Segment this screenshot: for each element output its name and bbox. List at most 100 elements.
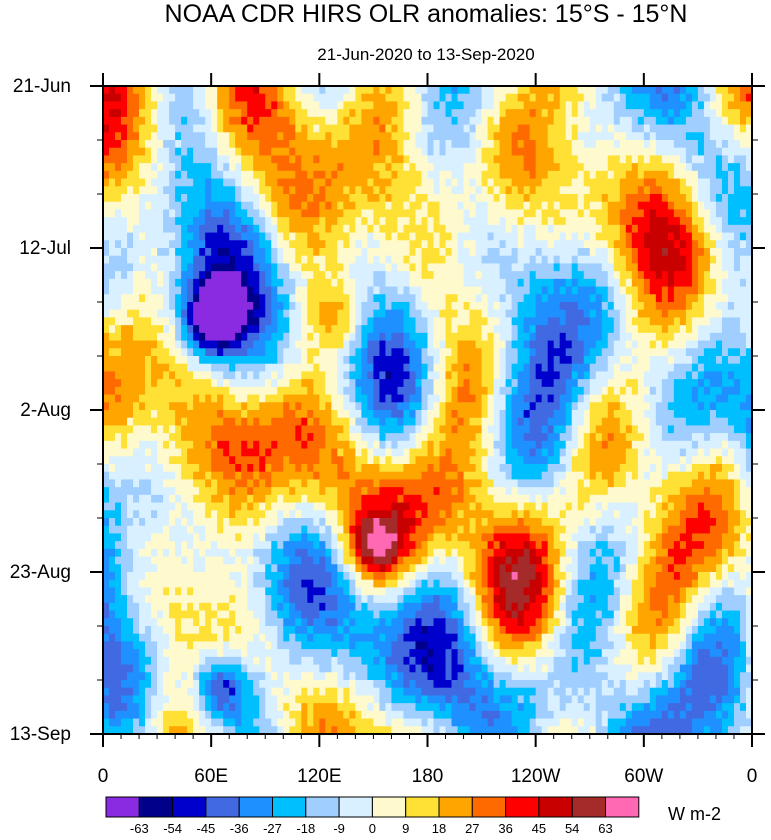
field-cell [517, 240, 525, 249]
field-cell [265, 294, 272, 303]
field-cell [403, 224, 411, 234]
field-cell [157, 194, 164, 203]
field-cell [157, 147, 164, 157]
field-cell [427, 109, 435, 118]
field-cell [697, 386, 705, 396]
field-cell [175, 186, 182, 195]
field-cell [499, 201, 507, 211]
field-cell [655, 93, 663, 103]
field-cell [253, 163, 260, 172]
field-cell [343, 217, 350, 226]
field-cell [133, 394, 140, 403]
field-cell [421, 386, 429, 396]
field-cell [577, 93, 585, 103]
field-cell [529, 101, 537, 110]
field-cell [187, 232, 194, 241]
field-cell [613, 140, 621, 149]
field-cell [331, 194, 338, 203]
field-cell [349, 410, 356, 419]
field-cell [517, 86, 525, 95]
field-cell [691, 356, 699, 365]
field-cell [385, 278, 393, 288]
field-cell [745, 278, 753, 288]
field-cell [475, 170, 483, 180]
field-cell [367, 186, 375, 195]
field-cell [127, 356, 134, 365]
field-cell [355, 410, 362, 419]
field-cell [577, 163, 585, 172]
field-cell [511, 201, 519, 211]
field-cell [199, 240, 206, 249]
field-cell [649, 340, 657, 349]
field-cell [529, 271, 537, 280]
field-cell [409, 309, 417, 319]
field-cell [643, 194, 651, 203]
field-cell [715, 255, 723, 265]
field-cell [583, 224, 591, 234]
field-cell [649, 147, 657, 157]
field-cell [223, 340, 230, 349]
field-cell [403, 332, 411, 342]
field-cell [739, 116, 747, 126]
field-cell [517, 433, 525, 442]
field-cell [169, 240, 176, 249]
field-cell [667, 271, 675, 280]
field-cell [175, 86, 182, 95]
field-cell [703, 194, 711, 203]
field-cell [313, 433, 320, 442]
field-cell [703, 201, 711, 211]
field-cell [241, 309, 248, 319]
field-cell [541, 410, 549, 419]
field-cell [607, 433, 615, 442]
field-cell [337, 163, 344, 172]
field-cell [133, 440, 140, 450]
field-cell [391, 155, 399, 164]
field-cell [259, 140, 266, 149]
field-cell [547, 217, 555, 226]
field-cell [535, 425, 543, 434]
field-cell [373, 217, 381, 226]
field-cell [229, 86, 236, 95]
field-cell [733, 286, 741, 295]
field-cell [673, 116, 681, 126]
field-cell [103, 147, 110, 157]
field-cell [649, 140, 657, 149]
field-cell [397, 224, 405, 234]
field-cell [607, 394, 615, 403]
field-cell [493, 248, 501, 257]
field-cell [541, 240, 549, 249]
field-cell [523, 302, 531, 311]
field-cell [157, 86, 164, 95]
field-cell [427, 356, 435, 365]
field-cell [613, 309, 621, 319]
field-cell [403, 178, 411, 187]
field-cell [649, 93, 657, 103]
field-cell [319, 386, 326, 396]
field-cell [217, 217, 224, 226]
field-cell [199, 325, 206, 334]
field-cell [625, 332, 633, 342]
field-cell [559, 340, 567, 349]
field-cell [157, 132, 164, 141]
field-cell [649, 356, 657, 365]
field-cell [511, 255, 519, 265]
field-cell [109, 309, 116, 319]
field-cell [703, 271, 711, 280]
field-cell [343, 186, 350, 195]
field-cell [583, 317, 591, 326]
field-cell [583, 263, 591, 272]
field-cell [589, 348, 597, 357]
chart-title: NOAA CDR HIRS OLR anomalies: 15°S - 15°N [165, 0, 688, 28]
field-cell [235, 332, 242, 342]
field-cell [373, 140, 381, 149]
field-cell [307, 379, 314, 388]
field-cell [661, 101, 669, 110]
field-cell [265, 278, 272, 288]
field-cell [199, 294, 206, 303]
field-cell [307, 124, 314, 133]
field-cell [361, 271, 369, 280]
field-cell [445, 317, 453, 326]
field-cell [697, 93, 705, 103]
field-cell [715, 186, 723, 195]
field-cell [487, 363, 495, 373]
